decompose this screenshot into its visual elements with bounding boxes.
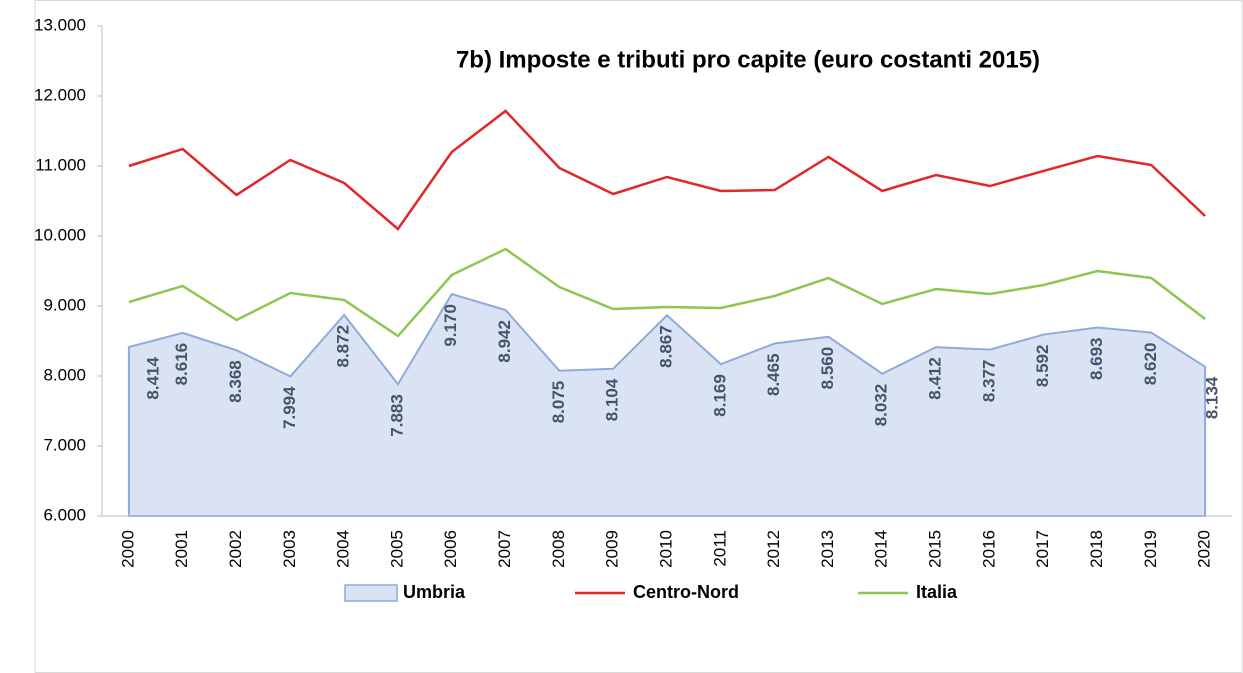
- x-tick-label: 2005: [387, 530, 406, 568]
- x-tick-label: 2004: [334, 530, 353, 568]
- data-label: 8.075: [549, 381, 568, 424]
- data-label: 8.872: [334, 325, 353, 368]
- x-tick-label: 2008: [549, 530, 568, 568]
- data-label: 8.465: [764, 353, 783, 396]
- data-label: 8.693: [1087, 337, 1106, 380]
- data-label: 8.592: [1033, 345, 1052, 388]
- y-tick-label: 13.000: [34, 15, 86, 34]
- data-label: 8.368: [226, 360, 245, 403]
- x-tick-label: 2014: [872, 530, 891, 568]
- data-label: 8.377: [979, 360, 998, 403]
- x-tick-label: 2001: [172, 530, 191, 568]
- chart-title: 7b) Imposte e tributi pro capite (euro c…: [456, 46, 1040, 73]
- line: [128, 109, 1206, 231]
- y-tick-label: 6.000: [43, 505, 86, 524]
- area: [127, 292, 1207, 517]
- legend-label: Centro-Nord: [633, 582, 739, 602]
- data-label: 8.414: [143, 356, 162, 399]
- x-tick-label: 2020: [1195, 530, 1214, 568]
- x-tick-label: 2002: [226, 530, 245, 568]
- x-tick-label: 2013: [818, 530, 837, 568]
- data-label: 8.620: [1141, 343, 1160, 386]
- x-tick-label: 2016: [979, 530, 998, 568]
- y-tick-label: 12.000: [34, 85, 86, 104]
- y-tick-label: 8.000: [43, 365, 86, 384]
- y-tick-label: 10.000: [34, 225, 86, 244]
- legend-swatch: [344, 584, 398, 602]
- data-label: 8.032: [872, 384, 891, 427]
- x-tick-label: 2003: [280, 530, 299, 568]
- data-label: 8.169: [710, 374, 729, 417]
- x-tick-label: 2011: [710, 530, 729, 567]
- data-label: 7.994: [280, 386, 299, 429]
- data-label: 8.412: [926, 357, 945, 400]
- data-label: 8.867: [656, 325, 675, 368]
- x-tick-label: 2019: [1141, 530, 1160, 568]
- data-label: 9.170: [441, 304, 460, 347]
- x-tick-label: 2015: [926, 530, 945, 568]
- legend-label: Umbria: [403, 582, 466, 602]
- x-tick-label: 2010: [656, 530, 675, 568]
- y-tick-label: 11.000: [35, 155, 86, 174]
- x-tick-label: 2017: [1033, 530, 1052, 568]
- y-tick-label: 9.000: [43, 295, 86, 314]
- x-tick-label: 2006: [441, 530, 460, 568]
- x-tick-label: 2009: [603, 530, 622, 568]
- x-tick-label: 2007: [495, 530, 514, 568]
- line: [128, 247, 1206, 338]
- x-tick-label: 2000: [118, 530, 137, 568]
- data-label: 7.883: [387, 394, 406, 437]
- x-tick-label: 2012: [764, 530, 783, 568]
- data-label: 8.942: [495, 320, 514, 363]
- data-label: 8.134: [1203, 376, 1222, 419]
- data-label: 8.104: [603, 378, 622, 421]
- legend-label: Italia: [916, 582, 958, 602]
- x-tick-label: 2018: [1087, 530, 1106, 568]
- y-tick-label: 7.000: [43, 435, 86, 454]
- data-label: 8.616: [172, 343, 191, 386]
- data-label: 8.560: [818, 347, 837, 390]
